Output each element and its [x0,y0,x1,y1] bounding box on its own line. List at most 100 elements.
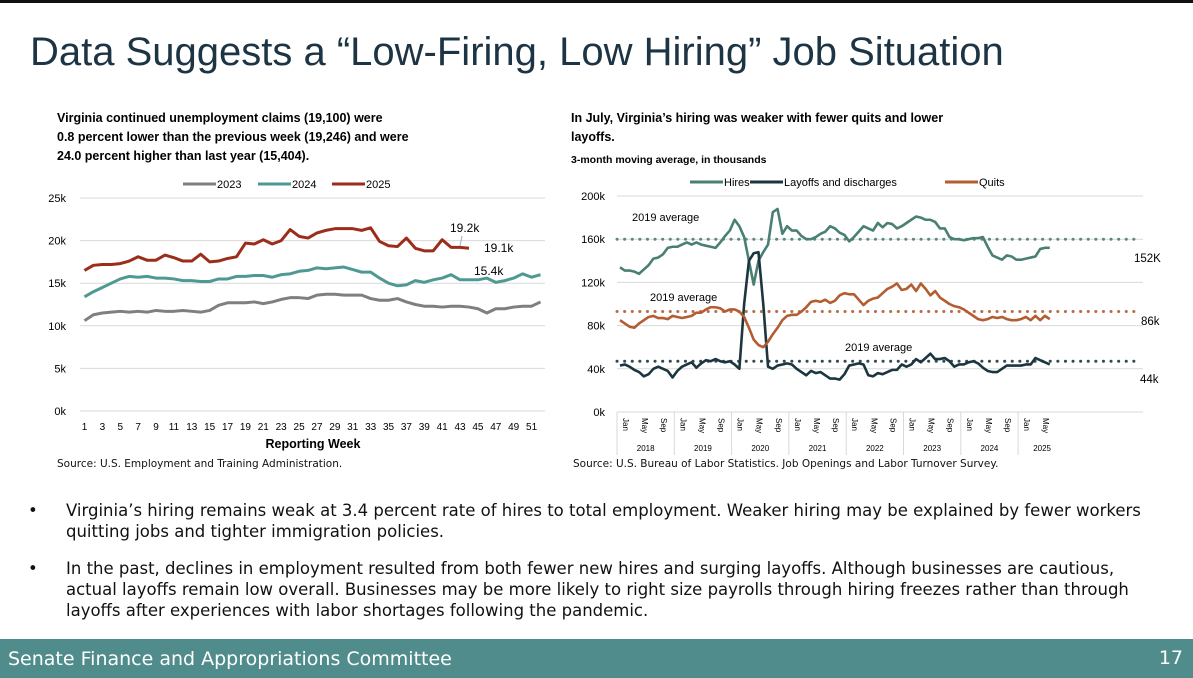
legend-label: Quits [979,177,1005,189]
x-tick-label: 29 [329,422,341,433]
annotation-label: 15.4k [474,264,504,278]
x-tick-label: 51 [526,422,538,433]
month-label: Jan [850,418,859,431]
year-label: 2025 [1033,444,1051,453]
bullet-item: • Virginia’s hiring remains weak at 3.4 p… [28,500,1168,542]
y-tick-label: 5k [54,363,66,375]
legend-label: 2025 [366,179,390,191]
month-label: May [1041,418,1050,433]
y-tick-label: 200k [581,191,605,203]
left-chart-title: Virginia continued unemployment claims (… [57,109,409,166]
footer-org: Senate Finance and Appropriations Commit… [8,648,452,670]
x-tick-label: 17 [222,422,234,433]
title-line: layoffs. [571,130,615,144]
x-tick-label: 27 [311,422,323,433]
month-label: Jan [678,418,687,431]
x-tick-label: 45 [472,422,484,433]
x-tick-label: 43 [454,422,466,433]
y-tick-label: 40k [587,364,605,376]
y-tick-label: 80k [587,321,605,333]
month-label: Jan [793,418,802,431]
month-label: May [927,418,936,433]
bullet-list: • Virginia’s hiring remains weak at 3.4 p… [28,500,1168,637]
x-tick-label: 37 [401,422,413,433]
series-line-2024 [83,265,541,299]
month-label: May [869,418,878,433]
x-tick-label: 23 [276,422,288,433]
series-line-Layoffs and discharges [619,250,1051,381]
x-tick-label: 7 [135,422,141,433]
annotation-label: 19.1k [484,241,514,255]
right-source: Source: U.S. Bureau of Labor Statistics.… [573,458,999,470]
x-tick-label: 19 [240,422,252,433]
slide-title: Data Suggests a “Low-Firing, Low Hiring”… [30,30,1004,74]
x-tick-label: 35 [383,422,395,433]
x-tick-label: 31 [347,422,359,433]
x-tick-label: 5 [117,422,123,433]
y-tick-label: 160k [581,234,605,246]
month-label: May [755,418,764,433]
month-label: Sep [717,418,726,433]
year-label: 2018 [637,444,655,453]
y-tick-label: 0k [593,407,605,419]
right-chart-title: In July, Virginia’s hiring was weaker wi… [571,109,943,147]
x-tick-label: 3 [100,422,106,433]
month-label: May [640,418,649,433]
month-label: Jan [1022,418,1031,431]
y-tick-label: 120k [581,277,605,289]
y-tick-label: 25k [48,193,66,205]
x-tick-label: 25 [294,422,306,433]
month-label: Sep [1003,418,1012,433]
year-label: 2021 [809,444,827,453]
x-tick-label: 33 [365,422,377,433]
month-label: Sep [946,418,955,433]
month-label: May [984,418,993,433]
x-tick-label: 39 [419,422,431,433]
month-label: Jan [908,418,917,431]
year-label: 2023 [923,444,941,453]
x-tick-label: 47 [490,422,502,433]
legend-label: 2024 [292,179,316,191]
x-tick-label: 11 [169,422,180,433]
title-line: Virginia continued unemployment claims (… [57,111,383,125]
average-label: 2019 average [845,342,912,354]
title-line: In July, Virginia’s hiring was weaker wi… [571,111,944,125]
x-tick-label: 13 [186,422,198,433]
month-label: Sep [774,418,783,433]
bullet-text: In the past, declines in employment resu… [66,559,1129,620]
series-line-Hires [619,207,1050,286]
legend-label: Layoffs and discharges [784,177,897,189]
series-line-Quits [619,282,1051,349]
y-tick-label: 0k [54,406,66,418]
month-label: Jan [965,418,974,431]
title-line: 24.0 percent higher than last year (15,4… [57,149,310,163]
series-line-2025 [83,226,470,272]
legend-label: 2023 [217,179,241,191]
annotation-leader [459,235,463,247]
average-label: 2019 average [650,292,717,304]
legend-label: Hires [724,177,750,189]
month-label: Sep [888,418,897,433]
x-tick-label: 1 [82,422,88,433]
end-label: 152K [1134,253,1161,265]
month-label: Sep [831,418,840,433]
x-tick-label: 9 [153,422,159,433]
year-label: 2024 [981,444,999,453]
end-label: 44k [1140,374,1159,386]
x-axis-label: Reporting Week [266,437,361,451]
title-line: 0.8 percent lower than the previous week… [57,130,409,144]
right-chart-subtitle: 3-month moving average, in thousands [571,154,767,166]
x-tick-label: 15 [204,422,216,433]
y-tick-label: 20k [48,236,66,248]
bullet-item: • In the past, declines in employment res… [28,558,1168,621]
series-line-2023 [83,292,542,322]
y-tick-label: 10k [48,321,66,333]
year-label: 2022 [866,444,884,453]
month-label: Sep [659,418,668,433]
month-label: Jan [736,418,745,431]
average-label: 2019 average [632,212,699,224]
y-tick-label: 15k [48,278,66,290]
bullet-text: Virginia’s hiring remains weak at 3.4 pe… [66,501,1141,541]
